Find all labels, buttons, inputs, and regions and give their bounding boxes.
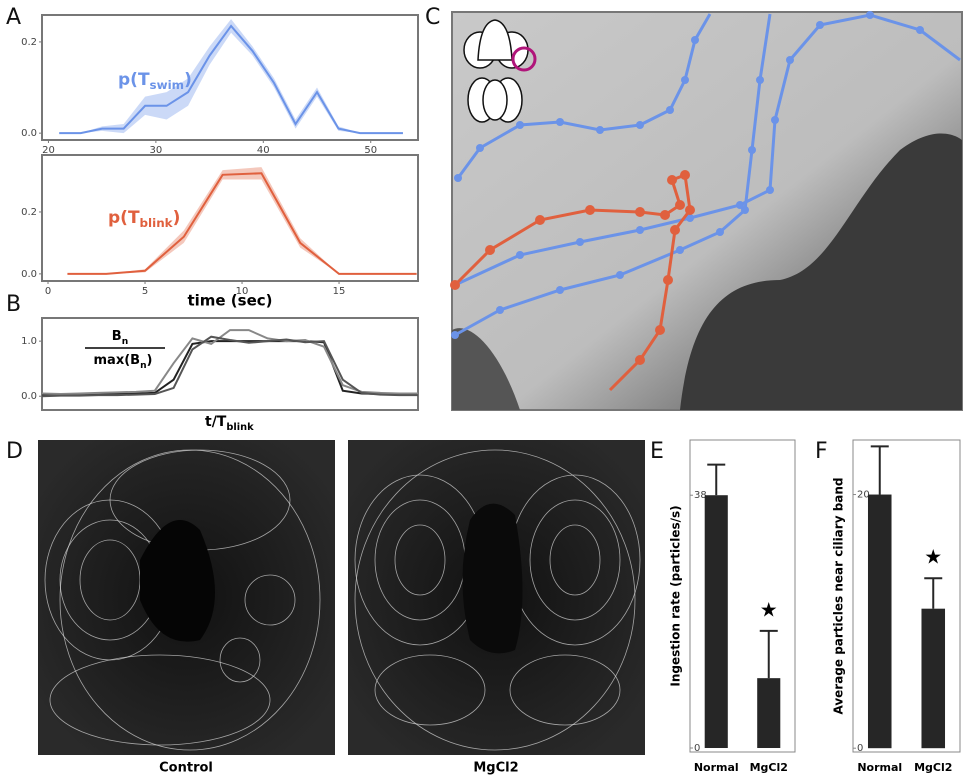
x-tick-label: MgCl2 [750,761,788,774]
fraction-denominator-part: max(B [94,353,141,368]
bar [705,495,728,748]
fraction-denominator: max(Bn) [94,353,153,371]
bar [921,609,945,749]
fraction-numerator: Bn [112,329,128,347]
image-label: MgCl2 [473,761,518,776]
y-tick-label: 0.0 [21,128,37,139]
panel-label: A [6,5,21,30]
x-axis-title-part: blink [226,422,254,433]
y-axis-title: Average particles near ciliary band [832,477,846,714]
fraction-denominator-part: ) [147,353,153,368]
series-label-part: ) [184,70,192,90]
bar [868,495,892,749]
x-axis-title: time (sec) [187,292,272,310]
x-tick-label: 0 [45,286,51,297]
bar [757,678,780,748]
series-label-part: ) [173,208,181,228]
series-label-part: blink [140,216,174,230]
series-label: p(Tswim) [118,70,192,92]
y-tick-label: 0.2 [21,207,37,218]
streamline-images [38,440,645,755]
significance-star: ★ [924,545,942,569]
significance-star: ★ [760,597,778,621]
x-tick-label: 15 [333,286,346,297]
micrograph [452,12,962,410]
panel-label: E [650,439,664,464]
fraction-numerator-part: B [112,329,122,344]
y-tick-label: 0 [694,743,700,754]
panel-label: B [6,292,21,317]
series-label-part: p(T [118,70,150,90]
series-label-part: swim [150,78,185,92]
x-tick-label: Normal [857,761,902,774]
x-axis-title: t/Tblink [205,414,254,433]
y-axis-title: Ingestion rate (particles/s) [669,505,683,686]
panel-label: D [6,439,23,464]
x-tick-label: MgCl2 [914,761,952,774]
x-tick-label: Normal [694,761,739,774]
line [59,26,403,133]
y-tick-label: 0.0 [21,269,37,280]
figure: ABCDEFControlMgCl20.00.220304050p(Tswim)… [0,0,963,778]
panel-label: C [425,5,440,30]
panel-label: F [815,439,828,464]
y-tick-label: 0 [857,743,863,754]
error-band [59,19,403,133]
y-tick-label: 1.0 [21,336,37,347]
line [42,341,418,395]
image-label: Control [159,761,213,776]
y-tick-label: 20 [857,490,870,501]
fraction-numerator-part: n [122,337,128,347]
series-label: p(Tblink) [108,208,180,230]
y-tick-label: 0.0 [21,391,37,402]
x-tick-label: 5 [142,286,148,297]
series-label-part: p(T [108,208,140,228]
y-tick-label: 0.2 [21,37,37,48]
x-axis-title-part: t/T [205,414,227,430]
